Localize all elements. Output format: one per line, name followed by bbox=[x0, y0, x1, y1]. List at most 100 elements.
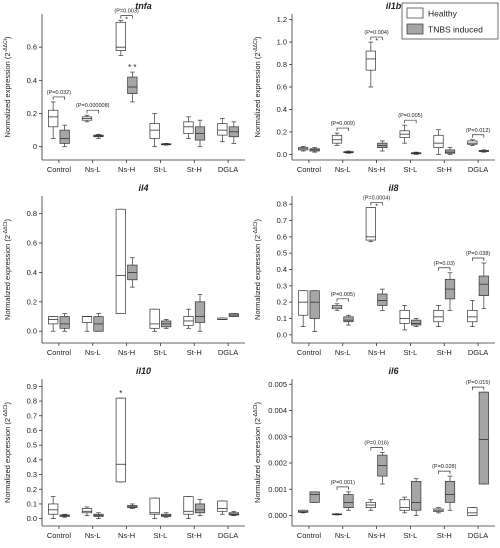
legend-swatch bbox=[406, 7, 424, 19]
bracket bbox=[438, 267, 451, 271]
y-tick-label: 0.4 bbox=[277, 105, 287, 114]
panel: il4 Normalized expression (2-ΔΔCt) 0.0 0.2 0… bbox=[3, 183, 245, 357]
p-value: (P=0.000008) bbox=[76, 103, 110, 109]
legend-label: TNBS induced bbox=[428, 25, 483, 35]
bracket-star: * bbox=[375, 203, 378, 210]
p-value: (P=0.005) bbox=[331, 292, 355, 298]
box bbox=[149, 123, 160, 139]
y-axis-label: Normalized expression (2-ΔΔCt) bbox=[3, 219, 12, 320]
panel: il10 Normalized expression (2-ΔΔCt) 0.0 0.1… bbox=[3, 366, 245, 540]
y-tick-label: 0.7 bbox=[27, 411, 37, 420]
y-axis-label-text: Normalized expression (2 bbox=[253, 418, 262, 503]
y-tick-label: 0.005 bbox=[268, 380, 287, 389]
x-tick-label: Control bbox=[297, 531, 322, 540]
panel-title: il4 bbox=[138, 183, 148, 193]
y-axis-label-sup: -ΔΔCt bbox=[253, 221, 259, 235]
bracket bbox=[438, 470, 451, 475]
box bbox=[433, 309, 444, 323]
x-tick-label: Ns-H bbox=[118, 348, 135, 357]
y-tick-label: 0.4 bbox=[27, 455, 37, 464]
y-tick-label: 0.002 bbox=[268, 459, 287, 468]
x-tick-label: Ns-L bbox=[335, 165, 351, 174]
p-value: (P=0.03) bbox=[434, 261, 455, 267]
panel: il6 Normalized expression (2-ΔΔCt) 0.000 0.… bbox=[253, 366, 495, 540]
panel-title: il10 bbox=[136, 366, 151, 376]
y-axis-label-end: ) bbox=[253, 219, 262, 222]
x-tick-label: Ns-H bbox=[118, 531, 135, 540]
y-tick-label: 0.6 bbox=[27, 239, 37, 248]
y-axis-label-text: Normalized expression (2 bbox=[253, 52, 262, 137]
box bbox=[149, 497, 160, 515]
panel-title: il6 bbox=[388, 366, 399, 376]
y-tick-label: 0.8 bbox=[27, 209, 37, 218]
x-tick-label: St-L bbox=[404, 531, 418, 540]
y-axis-label-text: Normalized expression (2 bbox=[3, 235, 12, 320]
bracket bbox=[370, 447, 383, 451]
bracket bbox=[370, 202, 383, 206]
p-value: (P=0.001) bbox=[331, 480, 355, 486]
y-tick-label: 0.8 bbox=[27, 397, 37, 406]
y-tick-label: 0.0 bbox=[277, 330, 287, 339]
box bbox=[309, 491, 320, 503]
x-tick-label: DGLA bbox=[218, 165, 238, 174]
y-tick-label: 0.2 bbox=[277, 298, 287, 307]
box bbox=[444, 149, 456, 154]
box bbox=[59, 316, 70, 329]
y-axis-label: Normalized expression (2-ΔΔCt) bbox=[253, 402, 262, 503]
y-tick-label: 0.3 bbox=[277, 281, 287, 290]
legend-swatch bbox=[406, 23, 424, 35]
y-axis-label-sup: -ΔΔCt bbox=[3, 221, 9, 235]
y-axis-label-sup: -ΔΔCt bbox=[3, 38, 9, 52]
p-value: (P=0.016) bbox=[364, 441, 388, 447]
y-axis-label-end: ) bbox=[3, 219, 12, 222]
y-axis-label-sup: -ΔΔCt bbox=[253, 38, 259, 52]
box bbox=[444, 481, 456, 503]
box bbox=[217, 500, 228, 512]
y-axis-label-end: ) bbox=[3, 36, 12, 39]
box bbox=[467, 309, 478, 323]
box bbox=[478, 391, 489, 485]
y-tick-label: 0.4 bbox=[27, 268, 37, 277]
legend-label: Healthy bbox=[428, 9, 458, 19]
box bbox=[365, 50, 376, 71]
bracket bbox=[86, 109, 99, 114]
bracket-star: * bbox=[125, 17, 128, 24]
y-tick-label: 0.2 bbox=[277, 127, 287, 136]
x-tick-label: St-H bbox=[187, 348, 202, 357]
y-tick-label: 0.9 bbox=[27, 382, 37, 391]
box bbox=[48, 109, 59, 128]
x-tick-label: Ns-L bbox=[85, 348, 101, 357]
x-tick-label: Control bbox=[47, 348, 72, 357]
y-tick-label: 0.6 bbox=[27, 426, 37, 435]
panel: il1b Normalized expression (2-ΔΔCt) 0.0 0.2… bbox=[253, 1, 495, 174]
box bbox=[331, 134, 343, 144]
y-tick-label: 0.0 bbox=[27, 327, 37, 336]
bracket bbox=[471, 386, 485, 391]
x-tick-label: DGLA bbox=[218, 531, 238, 540]
x-tick-label: Ns-L bbox=[335, 348, 351, 357]
y-tick-label: 0.6 bbox=[277, 83, 287, 92]
y-tick-label: 0.1 bbox=[27, 499, 37, 508]
box bbox=[309, 290, 320, 319]
p-value: (P=0.004) bbox=[364, 30, 388, 36]
bracket bbox=[471, 257, 485, 261]
y-tick-label: 0.003 bbox=[268, 432, 287, 441]
y-tick-label: 0 bbox=[33, 142, 37, 151]
p-value: (P=0.005) bbox=[398, 113, 422, 119]
box bbox=[365, 207, 376, 241]
x-tick-label: Ns-H bbox=[368, 165, 385, 174]
bracket bbox=[120, 15, 133, 19]
x-tick-label: St-H bbox=[437, 165, 452, 174]
y-tick-label: 0.4 bbox=[277, 265, 287, 274]
y-tick-label: 0.8 bbox=[277, 200, 287, 209]
x-tick-label: Control bbox=[297, 348, 322, 357]
y-axis-label-sup: -ΔΔCt bbox=[3, 404, 9, 418]
x-tick-label: St-L bbox=[404, 165, 418, 174]
bracket bbox=[336, 298, 349, 302]
y-tick-label: 1.2 bbox=[277, 15, 287, 24]
box bbox=[81, 316, 93, 323]
box bbox=[81, 508, 93, 514]
box bbox=[343, 494, 354, 508]
p-value: (P=0.003) bbox=[114, 9, 138, 15]
